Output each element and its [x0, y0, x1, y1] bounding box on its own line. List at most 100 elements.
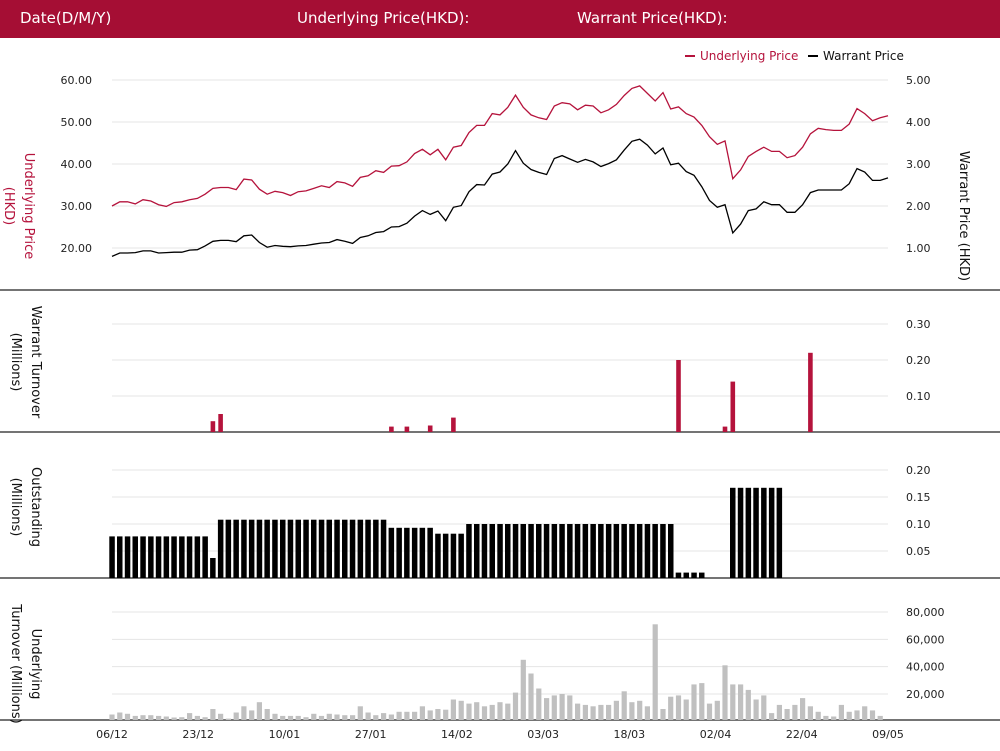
underlying-turnover-ytick-label: 40,000	[906, 661, 945, 674]
underlying-turnover-bar	[536, 688, 542, 720]
xtick-label: 10/01	[269, 728, 301, 741]
ytick-left-label: 50.00	[61, 116, 93, 129]
outstanding-bar	[683, 572, 689, 578]
warrant-turnover-ytick-label: 0.30	[906, 318, 931, 331]
outstanding-bar	[442, 533, 449, 578]
xtick-label: 23/12	[182, 728, 214, 741]
xtick-label: 03/03	[527, 728, 559, 741]
warrant-turnover-bar	[451, 417, 456, 432]
underlying-turnover-bar	[761, 695, 767, 720]
outstanding-bar	[636, 524, 643, 578]
outstanding-bar	[505, 524, 511, 578]
ytick-left-label: 60.00	[61, 74, 93, 87]
underlying-turnover-bar	[815, 711, 821, 720]
underlying-turnover-axis-label: Underlying	[28, 629, 43, 700]
outstanding-bar	[567, 524, 573, 578]
warrant-turnover-bar	[404, 426, 410, 432]
underlying-turnover-bar	[435, 709, 441, 720]
underlying-turnover-bar	[249, 710, 255, 720]
warrant-price-line	[111, 138, 889, 257]
ytick-right-label: 1.00	[906, 242, 931, 255]
warrant-turnover-bar	[722, 426, 728, 432]
underlying-turnover-bar	[311, 713, 317, 720]
underlying-turnover-ytick-label: 20,000	[906, 688, 945, 701]
outstanding-bar	[380, 519, 387, 578]
underlying-turnover-bar	[776, 704, 782, 720]
underlying-turnover-bar	[256, 702, 262, 720]
outstanding-bar	[489, 524, 495, 578]
outstanding-bar	[458, 533, 464, 578]
warrant-turnover-axis-label: Warrant Turnover	[28, 306, 43, 419]
underlying-turnover-bar	[404, 711, 410, 720]
outstanding-bar	[590, 524, 596, 578]
underlying-turnover-bar	[660, 709, 666, 720]
warrant-turnover-ytick-label: 0.10	[906, 390, 931, 403]
legend-underlying-label: Underlying Price	[700, 49, 798, 63]
outstanding-bar	[411, 527, 418, 578]
underlying-turnover-bar	[846, 711, 852, 720]
underlying-axis-label: Underlying Price	[21, 153, 36, 260]
outstanding-bar	[264, 519, 270, 578]
underlying-turnover-ytick-label: 80,000	[906, 606, 945, 619]
underlying-turnover-bar	[303, 717, 309, 720]
outstanding-ytick-label: 0.15	[906, 491, 931, 504]
outstanding-bar	[543, 524, 550, 578]
underlying-turnover-bar	[280, 715, 286, 720]
outstanding-bar	[466, 524, 472, 578]
underlying-turnover-bar	[210, 709, 216, 720]
outstanding-bar	[365, 519, 371, 578]
ytick-right-label: 5.00	[906, 74, 931, 87]
ytick-left-label: 20.00	[61, 242, 93, 255]
underlying-turnover-bar	[606, 704, 612, 720]
underlying-turnover-bar	[140, 715, 146, 720]
outstanding-bar	[536, 524, 542, 578]
underlying-turnover-bar	[637, 700, 643, 720]
outstanding-bar	[396, 527, 402, 578]
underlying-turnover-bar	[388, 714, 394, 720]
underlying-turnover-bar	[381, 713, 387, 720]
outstanding-bar	[613, 524, 620, 578]
outstanding-bar	[171, 536, 177, 578]
underlying-turnover-bar	[706, 703, 713, 720]
warrant-turnover-axis-label: (Millions)	[8, 333, 23, 392]
underlying-turnover-bar	[652, 624, 658, 720]
underlying-turnover-bar	[373, 715, 379, 720]
underlying-turnover-bar	[264, 709, 270, 720]
outstanding-bar	[474, 524, 480, 578]
underlying-turnover-bar	[156, 715, 162, 720]
underlying-turnover-bar	[683, 699, 689, 720]
underlying-turnover-bar	[326, 713, 332, 720]
underlying-turnover-bar	[590, 706, 596, 720]
underlying-turnover-bar	[218, 713, 224, 720]
underlying-turnover-bar	[582, 704, 588, 720]
outstanding-bar	[621, 524, 627, 578]
underlying-turnover-bar	[350, 715, 356, 720]
underlying-turnover-bar	[544, 698, 550, 720]
outstanding-bar	[373, 519, 379, 578]
outstanding-bar	[629, 524, 635, 578]
underlying-turnover-bar	[722, 665, 728, 720]
outstanding-bar	[287, 519, 294, 578]
underlying-turnover-bar	[862, 706, 868, 720]
underlying-turnover-bar	[466, 703, 472, 720]
underlying-turnover-bar	[551, 695, 557, 720]
outstanding-bar	[753, 487, 759, 578]
ytick-right-label: 3.00	[906, 158, 931, 171]
warrant-turnover-bar	[676, 360, 681, 432]
underlying-turnover-bar	[745, 689, 751, 720]
outstanding-bar	[660, 524, 666, 578]
underlying-price-line	[111, 85, 889, 208]
xtick-label: 22/04	[786, 728, 818, 741]
underlying-turnover-bar	[287, 715, 294, 720]
outstanding-bar	[559, 524, 565, 578]
underlying-turnover-bar	[132, 715, 138, 720]
outstanding-bar	[163, 536, 170, 578]
warrant-turnover-bar	[210, 421, 216, 432]
underlying-turnover-bar	[117, 712, 123, 720]
outstanding-bar	[233, 519, 239, 578]
underlying-turnover-bar	[869, 710, 876, 720]
underlying-turnover-bar	[334, 714, 340, 720]
underlying-turnover-bar	[792, 704, 798, 720]
ytick-right-label: 4.00	[906, 116, 931, 129]
outstanding-bar	[512, 524, 519, 578]
